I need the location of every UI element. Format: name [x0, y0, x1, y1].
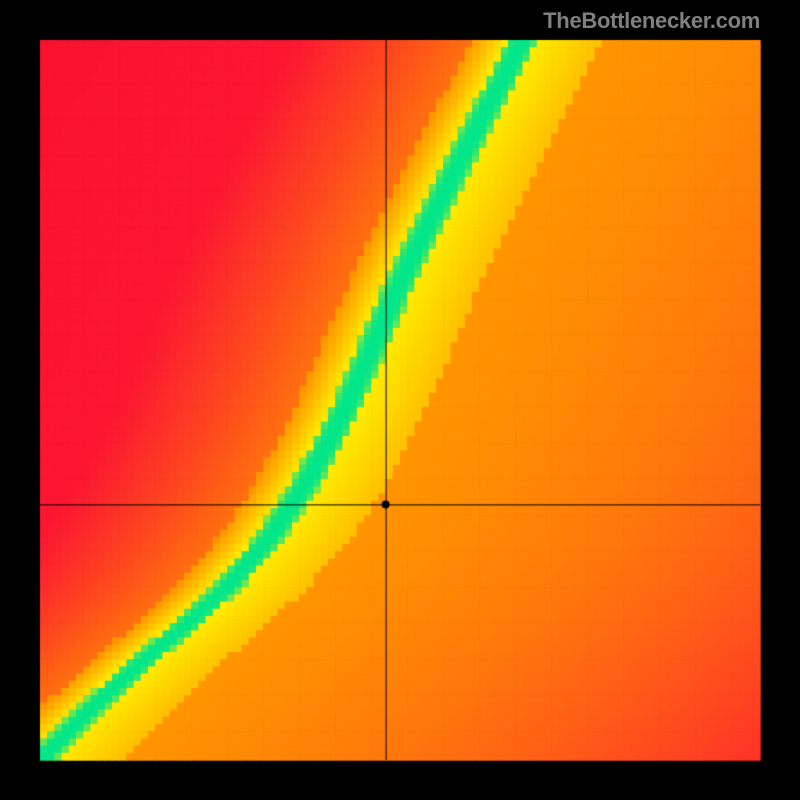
watermark-text: TheBottlenecker.com — [543, 8, 760, 34]
bottleneck-heatmap — [0, 0, 800, 800]
